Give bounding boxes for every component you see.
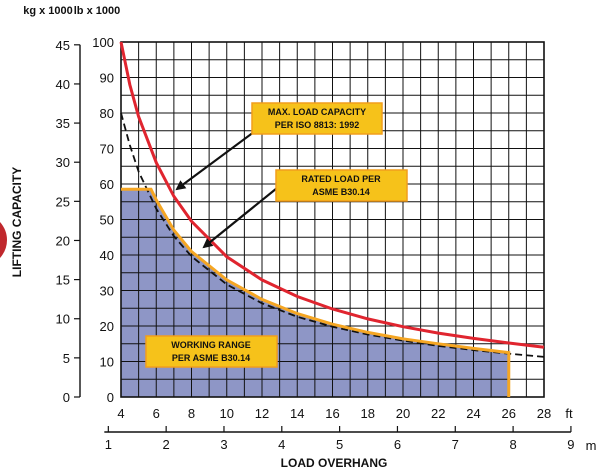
callout-max-load-line2: PER ISO 8813: 1992	[275, 120, 360, 130]
callout-box-max-load	[251, 102, 383, 135]
kg-tick-label: 35	[56, 116, 70, 131]
kg-tick-label: 20	[56, 233, 70, 248]
ft-tick-label: 18	[361, 406, 375, 421]
callout-arrow-rated-load	[202, 183, 283, 249]
x-axis-title: LOAD OVERHANG	[281, 456, 388, 470]
kg-tick-label: 45	[56, 38, 70, 53]
rated-load-line	[121, 187, 511, 398]
callout-arrow-max-load	[175, 125, 263, 191]
meter-tick-label: 3	[220, 437, 227, 452]
callout-rated-load-line2: ASME B30.14	[312, 187, 370, 197]
meter-tick-label: 6	[394, 437, 401, 452]
ft-tick-label: 12	[255, 406, 269, 421]
lb-tick-label: 30	[100, 284, 114, 299]
x-unit-bottom-label: m	[586, 438, 597, 453]
callout-working-range-line2: PER ASME B30.14	[172, 353, 250, 363]
lb-tick-label: 50	[100, 213, 114, 228]
kg-tick-label: 30	[56, 155, 70, 170]
meter-tick-label: 2	[163, 437, 170, 452]
callout-box-working-range	[145, 335, 278, 368]
kg-tick-label: 5	[63, 351, 70, 366]
ft-tick-label: 28	[537, 406, 551, 421]
ft-tick-label: 24	[466, 406, 480, 421]
kg-tick-label: 0	[63, 390, 70, 405]
edge-tab-marker	[0, 222, 7, 258]
ft-tick-label: 8	[188, 406, 195, 421]
kg-tick-label: 40	[56, 77, 70, 92]
axes-group: 0510152025303540450102030405060708090100…	[56, 35, 575, 452]
lb-tick-label: 90	[100, 71, 114, 86]
lb-tick-label: 70	[100, 142, 114, 157]
kg-tick-label: 10	[56, 312, 70, 327]
ft-tick-label: 22	[431, 406, 445, 421]
ft-tick-label: 20	[396, 406, 410, 421]
ft-tick-label: 16	[325, 406, 339, 421]
meter-tick-label: 5	[336, 437, 343, 452]
lb-tick-label: 40	[100, 248, 114, 263]
ft-tick-label: 10	[220, 406, 234, 421]
callout-rated-load-line1: RATED LOAD PER	[301, 174, 381, 184]
callout-working-range-line1: WORKING RANGE	[171, 340, 251, 350]
lb-tick-label: 0	[107, 390, 114, 405]
lb-tick-label: 100	[92, 35, 114, 50]
y-axis-title: LIFTING CAPACITY	[10, 167, 24, 277]
ft-tick-label: 6	[153, 406, 160, 421]
callout-max-load-line1: MAX. LOAD CAPACITY	[268, 107, 366, 117]
lb-tick-label: 20	[100, 319, 114, 334]
lb-tick-label: 80	[100, 106, 114, 121]
meter-tick-label: 8	[509, 437, 516, 452]
plot-border	[120, 41, 545, 398]
lb-tick-label: 60	[100, 177, 114, 192]
meter-tick-label: 4	[278, 437, 285, 452]
ft-tick-label: 26	[502, 406, 516, 421]
max-load-line	[119, 41, 545, 349]
meter-tick-label: 7	[452, 437, 459, 452]
callout-box-rated-load	[275, 169, 408, 202]
y-unit-right-label: lb x 1000	[74, 5, 120, 17]
kg-tick-label: 15	[56, 273, 70, 288]
y-unit-left-label: kg x 1000	[23, 5, 73, 17]
x-unit-top-label: ft	[565, 406, 573, 421]
meter-tick-label: 1	[105, 437, 112, 452]
kg-tick-label: 25	[56, 194, 70, 209]
ft-tick-label: 4	[117, 406, 124, 421]
ft-tick-label: 14	[290, 406, 304, 421]
meter-tick-label: 9	[567, 437, 574, 452]
callouts-group: MAX. LOAD CAPACITY PER ISO 8813: 1992 RA…	[145, 102, 408, 368]
lb-tick-label: 10	[100, 355, 114, 370]
